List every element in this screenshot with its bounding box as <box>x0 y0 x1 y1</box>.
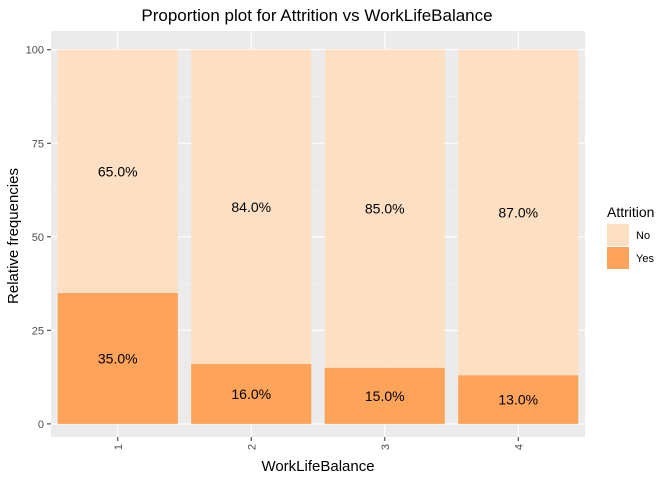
bar-yes-3 <box>324 367 445 424</box>
legend-swatch-no <box>607 224 629 246</box>
data-label-yes-1: 35.0% <box>98 350 138 366</box>
data-label-no-1: 65.0% <box>98 163 138 179</box>
data-label-no-4: 87.0% <box>498 204 538 220</box>
data-label-yes-4: 13.0% <box>498 392 538 408</box>
y-tick-label: 75 <box>32 138 44 150</box>
y-tick-label: 25 <box>32 325 44 337</box>
legend-title: Attrition <box>607 204 654 220</box>
x-tick-label: 3 <box>380 444 392 450</box>
bars <box>57 49 579 424</box>
bar-yes-2 <box>191 364 312 424</box>
x-tick-label: 4 <box>513 444 525 450</box>
data-label-yes-3: 15.0% <box>365 388 405 404</box>
bar-yes-1 <box>57 292 178 424</box>
legend-label-no: No <box>636 230 650 242</box>
legend-label-yes: Yes <box>636 253 654 265</box>
y-tick-label: 0 <box>38 419 44 431</box>
data-label-yes-2: 16.0% <box>231 386 271 402</box>
x-axis-label: WorkLifeBalance <box>261 458 374 475</box>
x-tick-label: 1 <box>113 444 125 450</box>
bar-no-3 <box>324 49 445 368</box>
x-tick-label: 2 <box>246 444 258 450</box>
chart-title: Proportion plot for Attrition vs WorkLif… <box>141 6 492 25</box>
data-label-no-2: 84.0% <box>231 199 271 215</box>
bar-no-2 <box>191 49 312 365</box>
data-label-no-3: 85.0% <box>365 201 405 217</box>
legend-swatch-yes <box>607 247 629 269</box>
x-axis: 1 2 3 4 <box>113 437 525 450</box>
bar-yes-4 <box>458 375 579 424</box>
bar-labels: 35.0% 65.0% 16.0% 84.0% 15.0% 85.0% 13.0% 87.0% <box>98 163 538 407</box>
legend: Attrition No Yes <box>607 204 654 269</box>
y-axis: 0 25 50 75 100 <box>26 45 51 431</box>
y-tick-label: 100 <box>26 45 44 57</box>
bar-no-1 <box>57 49 178 293</box>
y-axis-label: Relative frequencies <box>5 168 22 304</box>
bar-no-4 <box>458 49 579 376</box>
y-tick-label: 50 <box>32 232 44 244</box>
